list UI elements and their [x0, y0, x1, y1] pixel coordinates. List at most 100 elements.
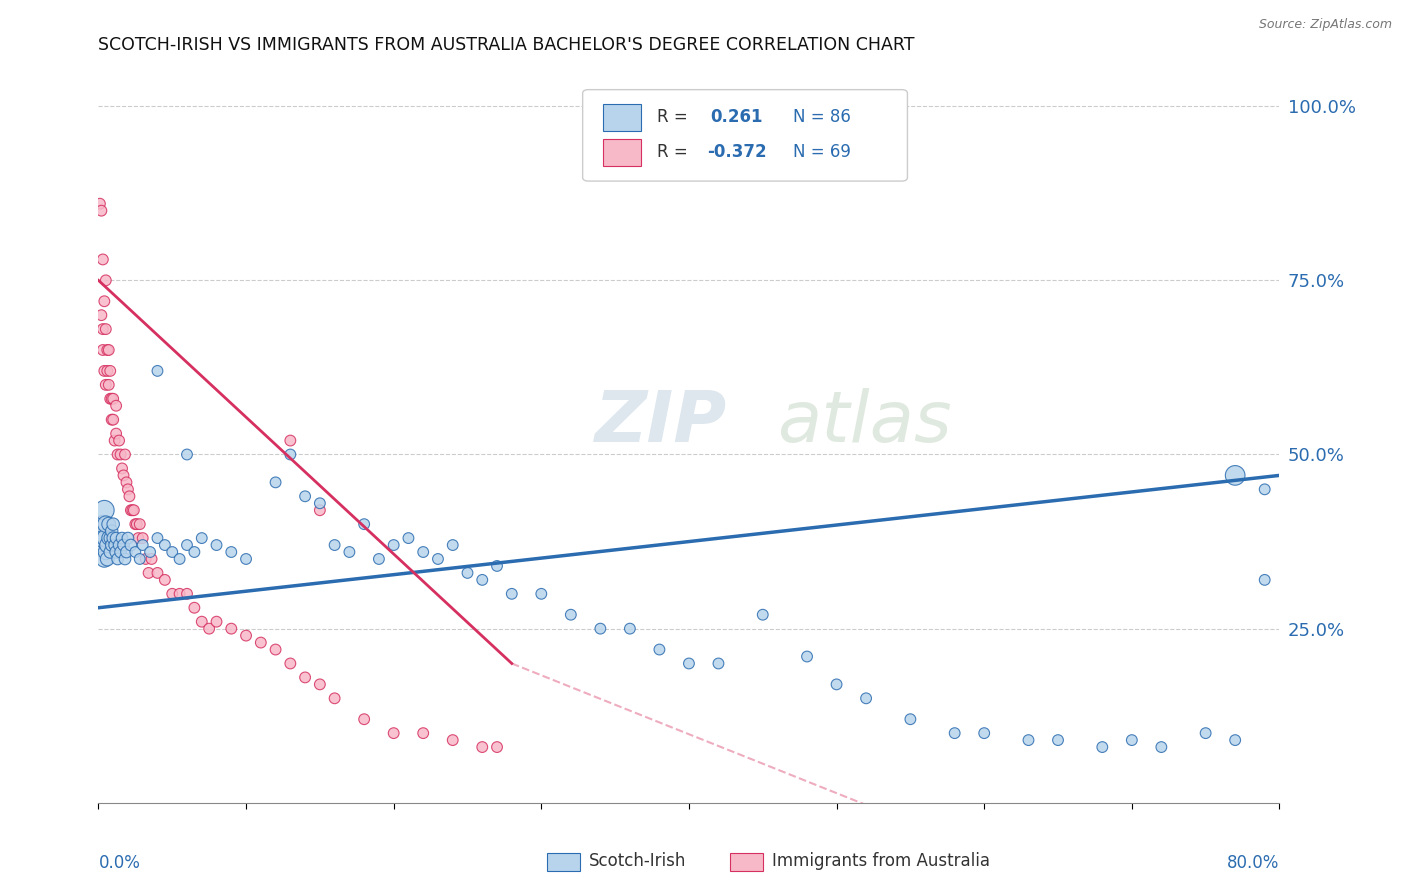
Point: [198, 622, 221, 636]
Point: [619, 622, 641, 636]
Point: [560, 607, 582, 622]
Point: [162, 587, 183, 601]
Point: [94, 273, 117, 287]
Point: [183, 545, 205, 559]
Point: [103, 531, 125, 545]
Point: [139, 545, 162, 559]
Point: [132, 531, 155, 545]
Point: [108, 434, 131, 448]
Bar: [547, 853, 581, 871]
Point: [94, 517, 117, 532]
Point: [124, 517, 146, 532]
Point: [796, 649, 818, 664]
Point: [323, 691, 346, 706]
Point: [339, 545, 360, 559]
Text: 80.0%: 80.0%: [1227, 854, 1279, 872]
Point: [501, 587, 523, 601]
Point: [103, 412, 125, 426]
Point: [146, 364, 169, 378]
Point: [264, 475, 287, 490]
Point: [1254, 573, 1277, 587]
Point: [486, 740, 509, 755]
Point: [97, 377, 120, 392]
Point: [353, 517, 375, 532]
Point: [205, 615, 228, 629]
Point: [96, 343, 118, 357]
Point: [471, 740, 494, 755]
Point: [96, 364, 118, 378]
FancyBboxPatch shape: [582, 90, 907, 181]
Point: [382, 726, 405, 740]
Point: [115, 545, 138, 559]
Point: [368, 552, 391, 566]
Point: [120, 538, 142, 552]
Point: [530, 587, 553, 601]
Point: [169, 587, 191, 601]
Point: [98, 364, 121, 378]
Text: -0.372: -0.372: [707, 143, 766, 161]
Point: [855, 691, 877, 706]
Point: [112, 468, 135, 483]
Point: [205, 538, 228, 552]
Point: [111, 461, 134, 475]
Text: 0.0%: 0.0%: [98, 854, 141, 872]
Point: [1150, 740, 1173, 755]
Point: [278, 434, 302, 448]
Point: [93, 294, 115, 309]
Point: [91, 252, 114, 267]
Point: [825, 677, 848, 691]
Point: [396, 531, 419, 545]
Point: [353, 712, 375, 726]
Point: [412, 545, 434, 559]
Point: [135, 552, 157, 566]
Point: [1223, 733, 1246, 747]
Point: [91, 322, 114, 336]
Point: [93, 552, 115, 566]
Point: [122, 503, 145, 517]
Point: [1254, 483, 1277, 497]
Point: [98, 392, 121, 406]
Point: [146, 531, 169, 545]
Point: [94, 377, 117, 392]
Point: [117, 531, 139, 545]
Point: [89, 196, 111, 211]
Point: [94, 531, 117, 545]
Point: [264, 642, 287, 657]
Point: [278, 448, 302, 462]
Point: [427, 552, 450, 566]
Point: [128, 517, 150, 532]
Point: [90, 308, 112, 322]
Point: [162, 545, 183, 559]
Point: [751, 607, 773, 622]
Point: [309, 677, 332, 691]
Point: [105, 426, 128, 441]
Point: [98, 545, 121, 559]
Point: [153, 573, 176, 587]
Point: [235, 629, 257, 643]
Point: [648, 642, 671, 657]
Point: [104, 538, 127, 552]
Point: [176, 448, 198, 462]
Point: [90, 538, 112, 552]
Point: [125, 517, 148, 532]
Point: [153, 538, 176, 552]
Point: [486, 558, 509, 573]
Point: [94, 322, 117, 336]
Point: [294, 489, 316, 503]
Point: [219, 622, 242, 636]
Point: [176, 587, 198, 601]
Bar: [603, 103, 641, 131]
Point: [219, 545, 242, 559]
Point: [1017, 733, 1039, 747]
Point: [138, 566, 160, 580]
Point: [382, 538, 405, 552]
Point: [103, 517, 125, 532]
Point: [111, 531, 134, 545]
Point: [1046, 733, 1069, 747]
Point: [589, 622, 612, 636]
Point: [441, 538, 464, 552]
Text: atlas: atlas: [778, 388, 952, 457]
Point: [441, 733, 464, 747]
Point: [678, 657, 700, 671]
Point: [1223, 468, 1246, 483]
